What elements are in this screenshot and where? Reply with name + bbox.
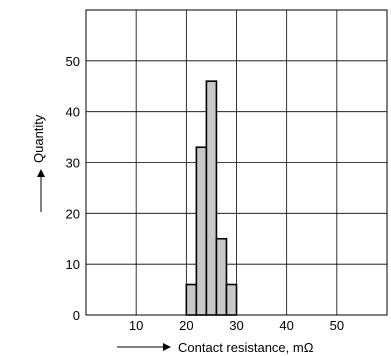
x-axis-label: Contact resistance, mΩ <box>178 340 314 355</box>
plot-frame <box>85 9 388 316</box>
grid <box>86 10 387 315</box>
histogram-bar <box>225 283 238 316</box>
histogram-bar <box>195 146 208 316</box>
y-tick-label: 20 <box>66 206 80 221</box>
x-tick-label: 40 <box>279 318 293 333</box>
tick-labels: 10 20 30 40 50 0 10 20 30 40 50 <box>66 54 345 333</box>
x-tick-label: 30 <box>229 318 243 333</box>
histogram-bar <box>185 283 198 316</box>
y-tick-label: 40 <box>66 105 80 120</box>
y-axis-label: Quantity <box>31 114 46 163</box>
x-tick-label: 50 <box>330 318 344 333</box>
y-tick-label: 50 <box>66 54 80 69</box>
x-tick-label: 10 <box>129 318 143 333</box>
histogram-bar <box>205 80 218 316</box>
y-tick-label: 30 <box>66 156 80 171</box>
x-tick-label: 20 <box>179 318 193 333</box>
bars <box>185 80 238 316</box>
histogram-bar <box>215 237 228 316</box>
y-tick-label: 10 <box>66 257 80 272</box>
y-tick-label: 0 <box>73 308 80 323</box>
